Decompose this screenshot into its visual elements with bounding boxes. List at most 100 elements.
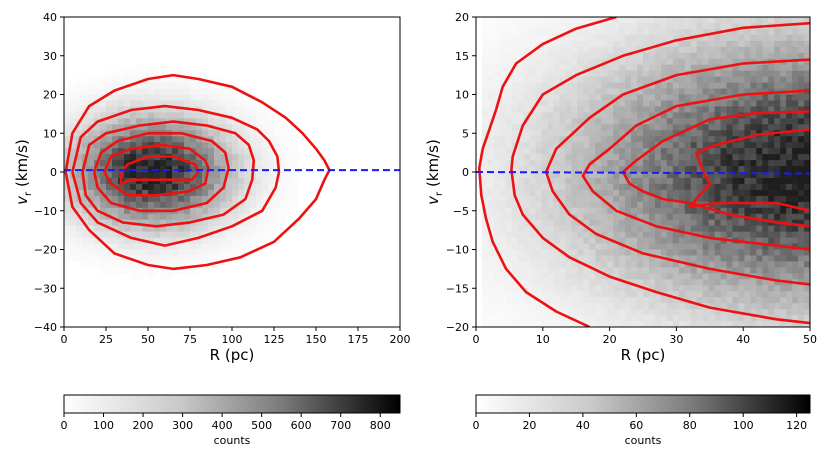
- heatmap-cell: [708, 124, 716, 131]
- heatmap-cell: [607, 291, 614, 298]
- heatmap-cell: [726, 22, 734, 30]
- heatmap-cell: [577, 273, 584, 280]
- heatmap-cell: [678, 249, 686, 257]
- heatmap-cell: [100, 219, 107, 227]
- heatmap-cell: [756, 172, 763, 179]
- heatmap-cell: [82, 201, 89, 209]
- heatmap-cell: [750, 213, 757, 221]
- heatmap-cell: [672, 285, 680, 292]
- heatmap-cell: [732, 213, 740, 221]
- heatmap-cell: [768, 267, 775, 274]
- heatmap-cell: [738, 22, 745, 30]
- heatmap-cell: [762, 201, 769, 209]
- heatmap-cell: [64, 106, 71, 113]
- heatmap-cell: [523, 136, 531, 143]
- heatmap-cell: [124, 195, 131, 203]
- heatmap-cell: [529, 279, 537, 286]
- heatmap-cell: [505, 297, 513, 304]
- heatmap-cell: [178, 100, 185, 108]
- heatmap-cell: [493, 70, 501, 78]
- heatmap-cell: [511, 64, 519, 72]
- heatmap-cell: [547, 207, 555, 215]
- heatmap-cell: [750, 118, 757, 125]
- heatmap-cell: [547, 52, 555, 60]
- heatmap-cell: [553, 52, 561, 60]
- heatmap-cell: [64, 94, 71, 102]
- heatmap-cell: [505, 255, 513, 263]
- heatmap-cell: [238, 207, 245, 215]
- heatmap-cell: [601, 22, 608, 30]
- heatmap-cell: [792, 315, 799, 322]
- heatmap-cell: [696, 142, 704, 149]
- heatmap-cell: [631, 177, 638, 185]
- heatmap-cell: [648, 136, 656, 143]
- heatmap-cell: [702, 315, 710, 322]
- heatmap-cell: [70, 249, 77, 257]
- heatmap-cell: [798, 249, 805, 257]
- heatmap-cell: [190, 88, 197, 96]
- heatmap-cell: [601, 40, 608, 48]
- heatmap-cell: [154, 195, 161, 203]
- y-tick-label: −10: [446, 244, 469, 257]
- heatmap-cell: [756, 249, 763, 257]
- heatmap-cell: [487, 160, 495, 167]
- heatmap-cell: [601, 225, 608, 233]
- heatmap-cell: [214, 76, 221, 84]
- heatmap-cell: [744, 28, 751, 36]
- heatmap-cell: [720, 142, 728, 149]
- heatmap-cell: [732, 124, 740, 131]
- heatmap-cell: [505, 321, 513, 327]
- heatmap-cell: [654, 267, 662, 274]
- heatmap-cell: [732, 100, 740, 108]
- heatmap-cell: [804, 118, 810, 125]
- heatmap-cell: [583, 213, 590, 221]
- heatmap-cell: [208, 148, 215, 155]
- heatmap-cell: [792, 46, 799, 54]
- heatmap-cell: [553, 172, 561, 179]
- heatmap-cell: [559, 82, 567, 90]
- heatmap-cell: [154, 201, 161, 209]
- heatmap-cell: [774, 321, 781, 327]
- heatmap-cell: [804, 94, 810, 102]
- heatmap-cell: [732, 249, 740, 257]
- heatmap-cell: [481, 243, 489, 251]
- heatmap-cell: [178, 267, 185, 274]
- heatmap-cell: [184, 100, 191, 108]
- heatmap-cell: [214, 82, 221, 90]
- heatmap-cell: [648, 88, 656, 96]
- heatmap-cell: [124, 118, 131, 125]
- heatmap-cell: [583, 64, 590, 72]
- heatmap-cell: [142, 243, 149, 251]
- heatmap-cell: [541, 160, 549, 167]
- heatmap-cell: [505, 243, 513, 251]
- heatmap-cell: [517, 94, 525, 102]
- heatmap-cell: [750, 279, 757, 286]
- heatmap-cell: [672, 195, 680, 203]
- heatmap-cell: [786, 267, 793, 274]
- heatmap-cell: [631, 195, 638, 203]
- heatmap-cell: [130, 100, 137, 108]
- heatmap-cell: [619, 82, 626, 90]
- heatmap-cell: [547, 100, 555, 108]
- heatmap-cell: [708, 148, 716, 155]
- heatmap-cell: [708, 94, 716, 102]
- heatmap-cell: [541, 231, 549, 239]
- heatmap-cell: [804, 237, 810, 245]
- heatmap-cell: [541, 142, 549, 149]
- heatmap-cell: [631, 291, 638, 298]
- heatmap-cell: [589, 201, 596, 209]
- heatmap-cell: [130, 249, 137, 257]
- heatmap-cell: [648, 219, 656, 227]
- heatmap-cell: [124, 237, 131, 245]
- heatmap-cell: [541, 279, 549, 286]
- heatmap-cell: [220, 106, 227, 113]
- heatmap-cell: [666, 40, 674, 48]
- heatmap-cell: [660, 58, 668, 66]
- heatmap-cell: [798, 297, 805, 304]
- heatmap-cell: [523, 82, 531, 90]
- heatmap-cell: [250, 195, 257, 203]
- heatmap-cell: [625, 17, 632, 24]
- y-label-symbol-left: v: [13, 195, 31, 205]
- heatmap-cell: [280, 177, 287, 185]
- heatmap-cell: [613, 297, 620, 304]
